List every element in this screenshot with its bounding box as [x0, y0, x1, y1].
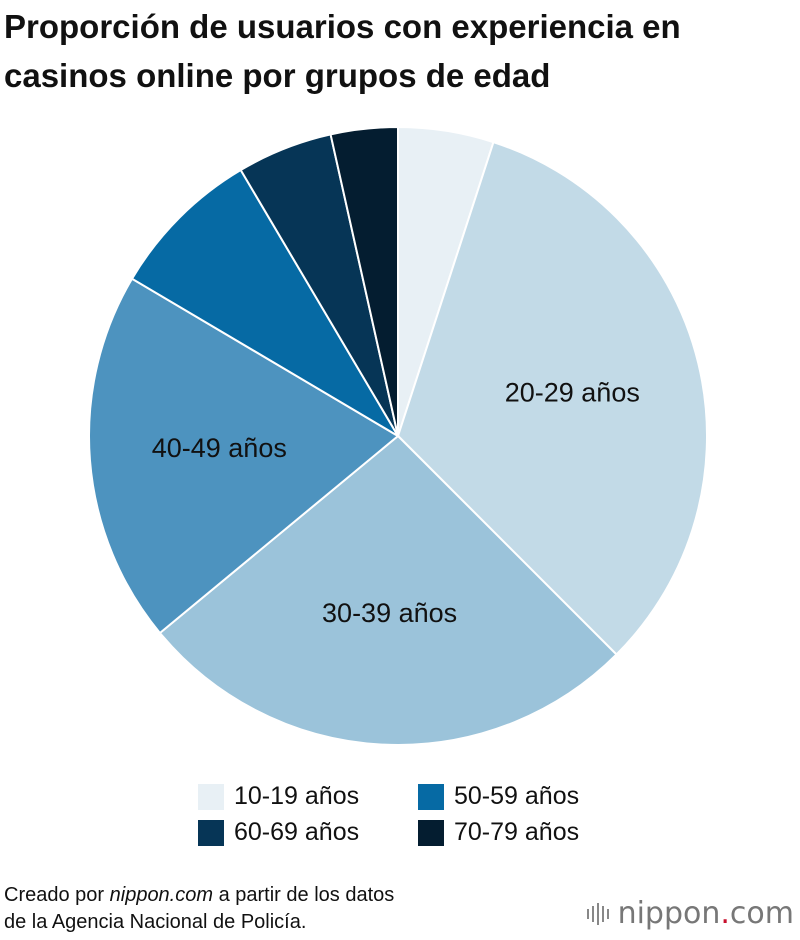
slice-label: 40-49 años: [152, 433, 287, 463]
logo-tld: com: [729, 896, 794, 931]
legend-item: 60-69 años: [198, 818, 359, 847]
legend-swatch: [198, 783, 224, 810]
slice-label: 20-29 años: [505, 377, 640, 407]
logo-name: nippon: [617, 896, 721, 931]
pie-slice-40-49: [88, 277, 400, 635]
legend-label: 70-79 años: [454, 818, 580, 846]
pie-slice-50-59: [130, 168, 399, 437]
legend-item: 70-79 años: [418, 818, 579, 847]
legend-label: 60-69 años: [234, 818, 360, 846]
logo-bars-icon: [586, 902, 612, 925]
slice-label: 30-39 años: [322, 598, 457, 628]
pie-labels: 20-29 años 30-39 años 40-49 años: [152, 377, 640, 628]
legend-swatch: [198, 819, 224, 846]
legend-label: 50-59 años: [454, 782, 580, 810]
nippon-logo[interactable]: nippon. com: [586, 896, 794, 931]
source-line-1: Creado por nippon.com a partir de los da…: [4, 884, 395, 906]
pie-chart: 20-29 años 30-39 años 40-49 años: [88, 125, 709, 747]
pie-slices: [88, 125, 709, 747]
pie-slice-70-79: [329, 125, 399, 437]
pie-slice-30-39: [158, 434, 618, 747]
source-site: nippon.com: [109, 884, 214, 906]
source-note: Creado por nippon.com a partir de los da…: [4, 882, 524, 936]
source-line-2: de la Agencia Nacional de Policía.: [4, 911, 307, 933]
legend-item: 10-19 años: [198, 782, 359, 811]
pie-slice-20-29: [396, 140, 709, 656]
legend-label: 10-19 años: [234, 782, 360, 810]
legend-swatch: [418, 819, 444, 846]
logo-dot: .: [720, 896, 730, 931]
legend-swatch: [418, 783, 444, 810]
chart-title: Proporción de usuarios con experiencia e…: [4, 8, 681, 94]
legend-item: 50-59 años: [418, 782, 579, 811]
